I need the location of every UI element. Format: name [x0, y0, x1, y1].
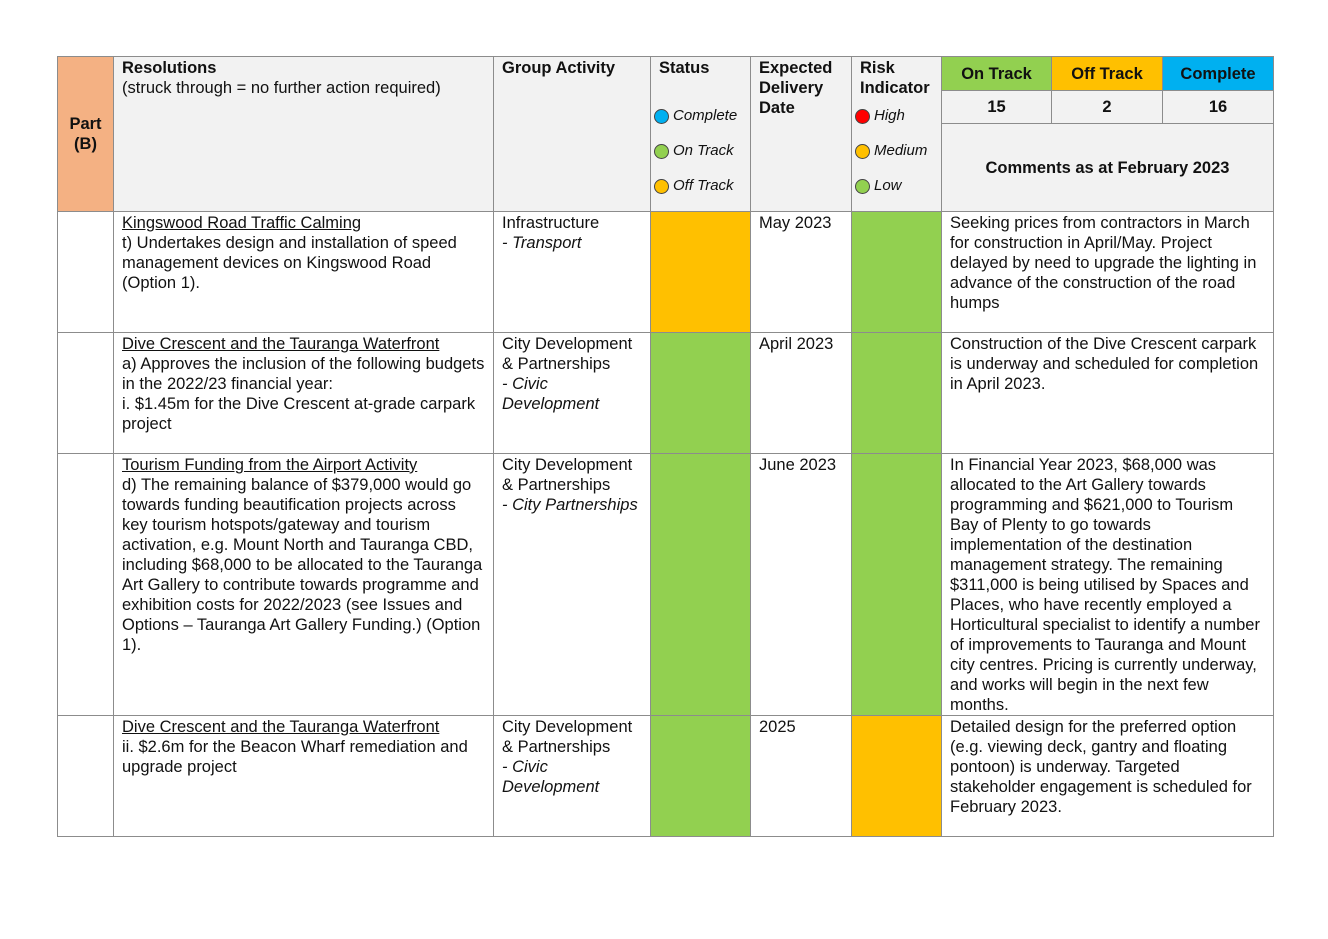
group-name: City Development & Partnerships [502, 718, 633, 756]
on-track-dot-icon [654, 143, 669, 159]
complete-dot-icon [654, 108, 669, 124]
risk-cell [851, 332, 942, 454]
legend-high: High [855, 108, 939, 124]
resolutions-table: Part (B) Resolutions (struck through = n… [57, 56, 1274, 837]
comment-cell: In Financial Year 2023, $68,000 was allo… [941, 453, 1274, 716]
table-row: Tourism Funding from the Airport Activit… [57, 453, 1274, 716]
resolution-body: d) The remaining balance of $379,000 wou… [122, 476, 483, 654]
summary-complete-count: 16 [1162, 90, 1274, 124]
resolution-cell: Kingswood Road Traffic Calming t) Undert… [113, 211, 494, 333]
legend-complete: Complete [654, 108, 748, 124]
expected-delivery-header: Expected Delivery Date [750, 56, 852, 212]
off-track-dot-icon [654, 178, 669, 194]
summary-on-track-count: 15 [941, 90, 1052, 124]
part-cell [57, 453, 114, 716]
comment-cell: Detailed design for the preferred option… [941, 715, 1274, 837]
summary-off-track-count: 2 [1051, 90, 1163, 124]
status-cell [650, 211, 751, 333]
delivery-date-cell: April 2023 [750, 332, 852, 454]
risk-legend: High Medium Low [855, 108, 939, 194]
table-row: Dive Crescent and the Tauranga Waterfron… [57, 715, 1274, 837]
resolution-body: a) Approves the inclusion of the followi… [122, 355, 485, 393]
legend-medium: Medium [855, 143, 939, 159]
status-header: Status Complete On Track Off Track [650, 56, 751, 212]
resolutions-header: Resolutions (struck through = no further… [113, 56, 494, 212]
group-name: City Development & Partnerships [502, 456, 633, 494]
resolution-body-item: i. $1.45m for the Dive Crescent at-grade… [122, 395, 476, 433]
status-cell [650, 715, 751, 837]
risk-cell [851, 211, 942, 333]
activity-name: - Transport [502, 234, 582, 252]
activity-name: - Civic Development [502, 375, 600, 413]
resolution-body: ii. $2.6m for the Beacon Wharf remediati… [122, 738, 468, 776]
group-activity-cell: Infrastructure - Transport [493, 211, 651, 333]
risk-indicator-header: Risk Indicator High Medium Low [851, 56, 942, 212]
status-cell [650, 332, 751, 454]
group-activity-header: Group Activity [493, 56, 651, 212]
high-dot-icon [855, 108, 870, 124]
part-cell [57, 715, 114, 837]
activity-name: - City Partnerships [502, 496, 638, 514]
summary-complete-label: Complete [1162, 56, 1274, 91]
resolution-body: t) Undertakes design and installation of… [122, 234, 457, 292]
comment-cell: Construction of the Dive Crescent carpar… [941, 332, 1274, 454]
resolution-title: Kingswood Road Traffic Calming [122, 214, 362, 232]
activity-name: - Civic Development [502, 758, 600, 796]
part-cell [57, 211, 114, 333]
delivery-date-cell: 2025 [750, 715, 852, 837]
group-name: City Development & Partnerships [502, 335, 633, 373]
risk-cell [851, 453, 942, 716]
legend-low: Low [855, 178, 939, 194]
group-activity-cell: City Development & Partnerships - City P… [493, 453, 651, 716]
legend-off-track: Off Track [654, 178, 748, 194]
group-name: Infrastructure [502, 214, 600, 232]
summary-off-track-label: Off Track [1051, 56, 1163, 91]
delivery-date-cell: May 2023 [750, 211, 852, 333]
legend-on-track: On Track [654, 143, 748, 159]
summary-on-track-label: On Track [941, 56, 1052, 91]
part-cell [57, 332, 114, 454]
part-label: Part (B) [57, 56, 114, 212]
status-legend: Complete On Track Off Track [654, 108, 748, 194]
resolution-cell: Dive Crescent and the Tauranga Waterfron… [113, 715, 494, 837]
comments-header: Comments as at February 2023 [941, 123, 1274, 212]
resolution-title: Tourism Funding from the Airport Activit… [122, 456, 418, 474]
group-activity-cell: City Development & Partnerships - Civic … [493, 332, 651, 454]
status-cell [650, 453, 751, 716]
status-title: Status [659, 59, 710, 77]
risk-title: Risk Indicator [860, 59, 930, 97]
low-dot-icon [855, 178, 870, 194]
resolutions-note: (struck through = no further action requ… [122, 79, 441, 97]
resolution-cell: Tourism Funding from the Airport Activit… [113, 453, 494, 716]
resolution-title: Dive Crescent and the Tauranga Waterfron… [122, 718, 440, 736]
resolutions-title: Resolutions [122, 59, 217, 77]
comment-cell: Seeking prices from contractors in March… [941, 211, 1274, 333]
risk-cell [851, 715, 942, 837]
table-row: Dive Crescent and the Tauranga Waterfron… [57, 332, 1274, 454]
resolution-cell: Dive Crescent and the Tauranga Waterfron… [113, 332, 494, 454]
delivery-date-cell: June 2023 [750, 453, 852, 716]
resolution-title: Dive Crescent and the Tauranga Waterfron… [122, 335, 440, 353]
group-activity-cell: City Development & Partnerships - Civic … [493, 715, 651, 837]
table-row: Kingswood Road Traffic Calming t) Undert… [57, 211, 1274, 333]
medium-dot-icon [855, 143, 870, 159]
